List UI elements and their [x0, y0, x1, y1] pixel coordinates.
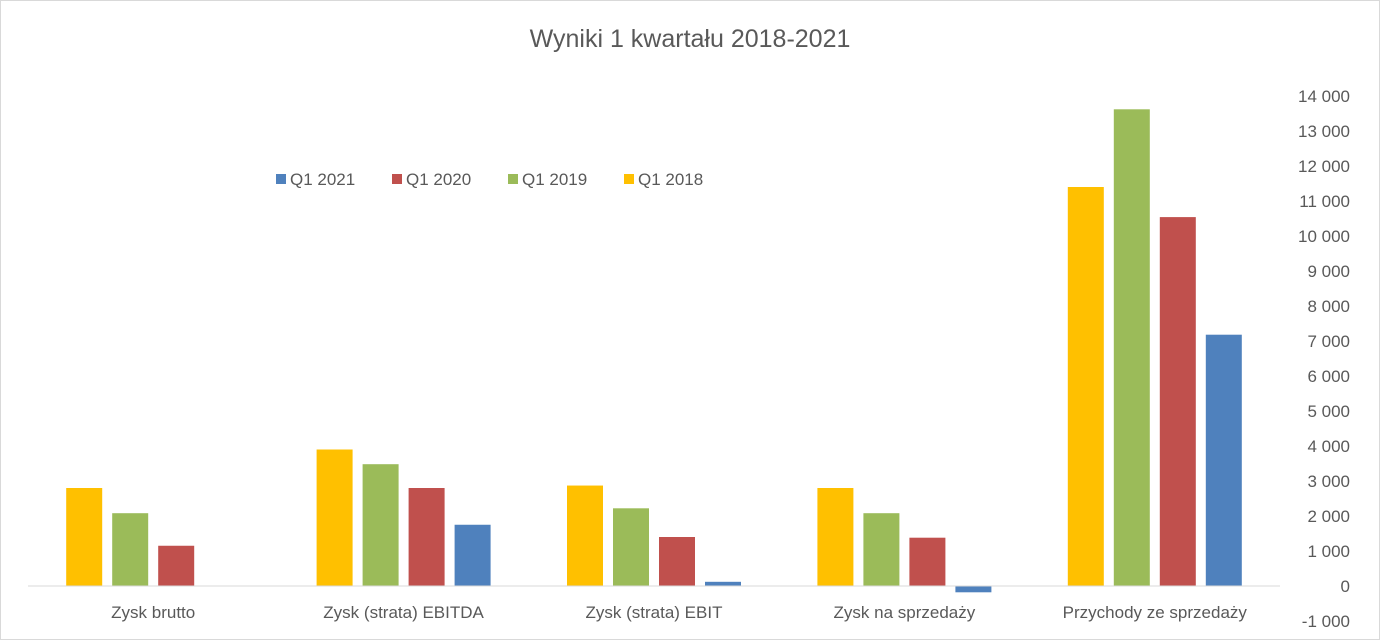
bar-q1-2018: [316, 449, 353, 586]
bar-q1-2019: [613, 508, 649, 586]
y-tick-label: 2 000: [1307, 507, 1350, 526]
y-tick-label: 4 000: [1307, 437, 1350, 456]
y-tick-label: -1 000: [1302, 612, 1350, 631]
bar-q1-2018: [1067, 187, 1104, 586]
category-label: Przychody ze sprzedaży: [1063, 603, 1248, 622]
y-tick-label: 5 000: [1307, 402, 1350, 421]
legend-label: Q1 2018: [638, 170, 703, 189]
y-tick-label: 14 000: [1298, 87, 1350, 106]
y-tick-label: 12 000: [1298, 157, 1350, 176]
bar-q1-2020: [158, 545, 195, 586]
legend-label: Q1 2021: [290, 170, 355, 189]
chart-title: Wyniki 1 kwartału 2018-2021: [530, 25, 851, 53]
bar-q1-2020: [909, 537, 946, 586]
legend-swatch: [392, 174, 402, 184]
bar-q1-2021: [454, 524, 491, 586]
category-label: Zysk (strata) EBIT: [586, 603, 723, 622]
bar-q1-2021: [955, 586, 992, 593]
y-tick-label: 10 000: [1298, 227, 1350, 246]
y-tick-label: 8 000: [1307, 297, 1350, 316]
bars-group: [66, 109, 1242, 593]
y-tick-label: 13 000: [1298, 122, 1350, 141]
bar-q1-2020: [1159, 217, 1196, 586]
y-tick-label: 6 000: [1307, 367, 1350, 386]
y-tick-label: 1 000: [1307, 542, 1350, 561]
category-label: Zysk brutto: [111, 603, 195, 622]
y-axis-ticks: 14 000 13 000 12 000 11 000 10 000 9 000 8 000…: [1298, 87, 1350, 631]
bar-q1-2018: [817, 488, 854, 586]
bar-q1-2019: [112, 513, 149, 586]
legend-label: Q1 2019: [522, 170, 587, 189]
bar-q1-2020: [408, 488, 445, 586]
legend: Q1 2021 Q1 2020 Q1 2019 Q1 2018: [276, 170, 703, 189]
legend-swatch: [276, 174, 286, 184]
y-tick-label: 7 000: [1307, 332, 1350, 351]
category-label: Zysk na sprzedaży: [834, 603, 976, 622]
bar-q1-2018: [66, 488, 103, 586]
bar-q1-2019: [362, 464, 399, 586]
legend-swatch: [624, 174, 634, 184]
legend-swatch: [508, 174, 518, 184]
bar-q1-2019: [863, 513, 900, 586]
category-label: Zysk (strata) EBITDA: [323, 603, 484, 622]
bar-q1-2021: [705, 581, 741, 586]
x-axis-categories: Zysk brutto Zysk (strata) EBITDA Zysk (str…: [111, 603, 1247, 622]
y-tick-label: 3 000: [1307, 472, 1350, 491]
bar-q1-2020: [659, 537, 695, 586]
bar-q1-2021: [1205, 334, 1242, 586]
y-tick-label: 0: [1341, 577, 1350, 596]
bar-q1-2019: [1113, 109, 1150, 587]
y-tick-label: 11 000: [1299, 192, 1350, 211]
y-tick-label: 9 000: [1307, 262, 1350, 281]
bar-q1-2018: [567, 485, 603, 586]
legend-label: Q1 2020: [406, 170, 471, 189]
